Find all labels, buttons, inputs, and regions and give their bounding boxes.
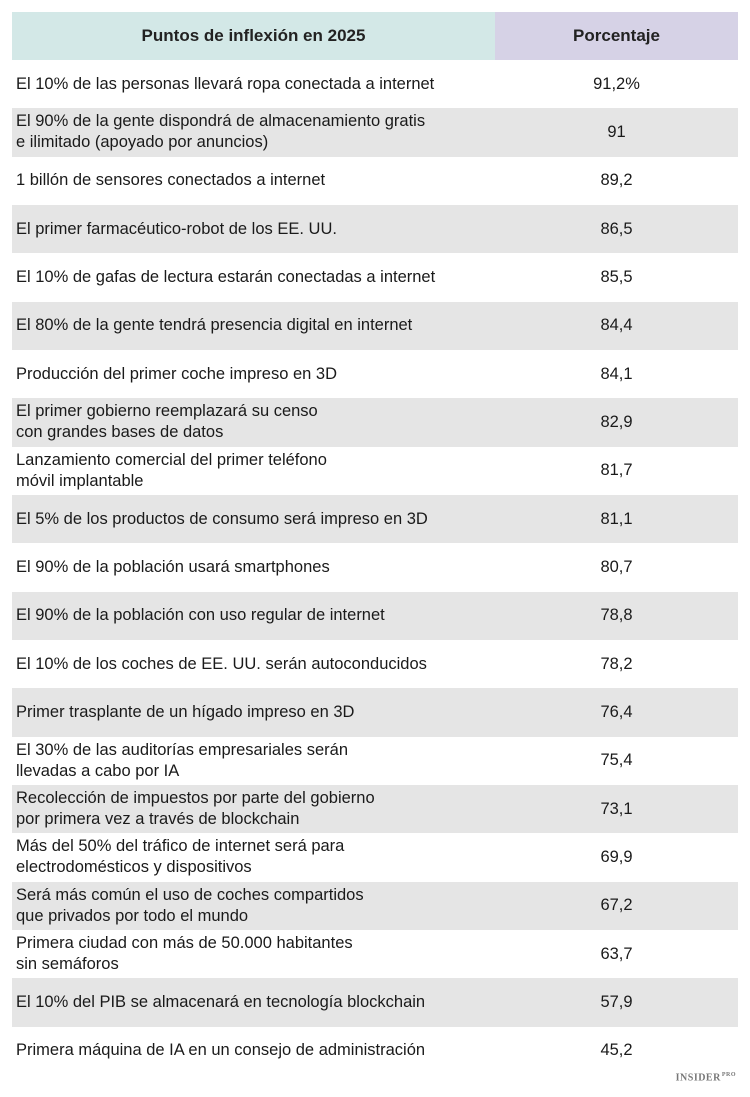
row-value: 81,7 xyxy=(600,461,633,480)
table-row: Primera ciudad con más de 50.000 habitan… xyxy=(12,930,738,978)
row-label: El 10% de las personas llevará ropa cone… xyxy=(16,74,435,93)
row-label: Será más común el uso de coches comparti… xyxy=(16,885,364,925)
table-row: Más del 50% del tráfico de internet será… xyxy=(12,833,738,881)
table-row: El 90% de la gente dispondrá de almacena… xyxy=(12,108,738,157)
row-label: El primer gobierno reemplazará su censo … xyxy=(16,402,318,442)
row-label: 1 billón de sensores conectados a intern… xyxy=(16,171,326,190)
row-label: El 10% de los coches de EE. UU. serán au… xyxy=(16,654,427,673)
table-row: El primer farmacéutico-robot de los EE. … xyxy=(12,204,738,254)
data-table: Puntos de inflexión en 2025 Porcentaje E… xyxy=(12,12,738,1075)
header-cell-value: Porcentaje xyxy=(495,12,738,60)
table-row: El 10% de gafas de lectura estarán conec… xyxy=(12,253,738,301)
row-value: 67,2 xyxy=(600,896,633,915)
insider-pro-logo: INSIDERPRO xyxy=(676,1072,736,1083)
table-row: El 80% de la gente tendrá presencia digi… xyxy=(12,301,738,350)
row-value: 91 xyxy=(607,122,626,141)
table-body: El 10% de las personas llevará ropa cone… xyxy=(12,60,738,1075)
row-label: Recolección de impuestos por parte del g… xyxy=(16,789,375,829)
logo-sup: PRO xyxy=(721,1071,736,1078)
row-value: 89,2 xyxy=(600,171,633,190)
row-value: 73,1 xyxy=(600,799,633,818)
row-value: 75,4 xyxy=(600,751,633,770)
row-value: 57,9 xyxy=(600,992,633,1011)
row-value: 81,1 xyxy=(600,509,633,528)
row-value: 76,4 xyxy=(600,702,633,721)
table-row: El 10% de los coches de EE. UU. serán au… xyxy=(12,640,738,688)
row-value: 63,7 xyxy=(600,944,633,963)
row-label: El 30% de las auditorías empresariales s… xyxy=(16,740,349,780)
table-row: El 5% de los productos de consumo será i… xyxy=(12,494,738,544)
row-label: El 10% del PIB se almacenará en tecnolog… xyxy=(16,992,426,1011)
table-row: El 10% de las personas llevará ropa cone… xyxy=(12,60,738,108)
row-label: Producción del primer coche impreso en 3… xyxy=(16,364,337,383)
row-label: El primer farmacéutico-robot de los EE. … xyxy=(16,219,337,238)
table-row: El 90% de la población usará smartphones… xyxy=(12,543,738,591)
row-label: Primera ciudad con más de 50.000 habitan… xyxy=(16,934,353,974)
row-label: Lanzamiento comercial del primer teléfon… xyxy=(16,450,327,490)
row-label: Más del 50% del tráfico de internet será… xyxy=(16,837,345,877)
row-label: El 10% de gafas de lectura estarán conec… xyxy=(16,267,436,286)
row-value: 78,8 xyxy=(600,606,633,625)
row-value: 91,2% xyxy=(593,74,640,93)
table-row: Producción del primer coche impreso en 3… xyxy=(12,350,738,398)
row-label: El 90% de la población con uso regular d… xyxy=(16,606,385,625)
row-label: El 90% de la gente dispondrá de almacena… xyxy=(16,112,426,152)
table-row: Lanzamiento comercial del primer teléfon… xyxy=(12,447,738,495)
logo-text: INSIDER xyxy=(675,1072,721,1083)
table-row: 1 billón de sensores conectados a intern… xyxy=(12,157,738,205)
row-value: 78,2 xyxy=(600,654,633,673)
table-row: Recolección de impuestos por parte del g… xyxy=(12,784,738,834)
table-row: El primer gobierno reemplazará su censo … xyxy=(12,398,738,447)
table-row: El 10% del PIB se almacenará en tecnolog… xyxy=(12,978,738,1027)
table-row: Primer trasplante de un hígado impreso e… xyxy=(12,688,738,737)
row-label: El 80% de la gente tendrá presencia digi… xyxy=(16,316,413,335)
row-label: El 5% de los productos de consumo será i… xyxy=(16,509,428,528)
row-value: 85,5 xyxy=(600,267,633,286)
row-value: 69,9 xyxy=(600,847,633,866)
row-value: 86,5 xyxy=(600,219,633,238)
table-row: Primera máquina de IA en un consejo de a… xyxy=(12,1027,738,1075)
header-cell-label: Puntos de inflexión en 2025 xyxy=(12,12,495,60)
table-header: Puntos de inflexión en 2025 Porcentaje xyxy=(12,12,738,60)
table-row: El 90% de la población con uso regular d… xyxy=(12,591,738,640)
row-label: Primer trasplante de un hígado impreso e… xyxy=(16,702,355,721)
row-value: 84,4 xyxy=(600,316,633,335)
row-value: 82,9 xyxy=(600,412,633,431)
row-label: El 90% de la población usará smartphones xyxy=(16,557,330,576)
row-value: 84,1 xyxy=(600,364,633,383)
row-value: 80,7 xyxy=(600,557,633,576)
row-value: 45,2 xyxy=(600,1041,633,1060)
table-row: El 30% de las auditorías empresariales s… xyxy=(12,737,738,785)
row-label: Primera máquina de IA en un consejo de a… xyxy=(16,1041,426,1060)
table-row: Será más común el uso de coches comparti… xyxy=(12,881,738,930)
